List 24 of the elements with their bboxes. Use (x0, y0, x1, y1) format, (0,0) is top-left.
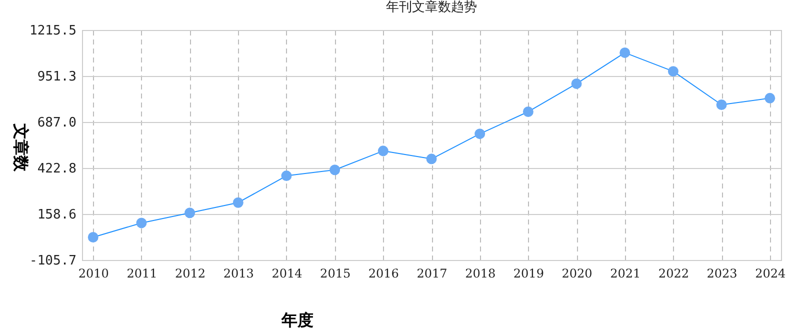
chart-title: 年刊文章数趋势 (386, 0, 477, 15)
x-tick-label: 2022 (658, 266, 689, 280)
x-tick-label: 2021 (610, 266, 641, 280)
y-tick-label: 1215.5 (30, 24, 76, 38)
y-tick-label: 422.8 (37, 161, 76, 176)
x-tick-label: 2018 (465, 266, 496, 280)
x-tick-label: 2015 (320, 266, 351, 280)
x-tick-label: 2013 (223, 266, 254, 280)
x-tick-label: 2011 (126, 266, 158, 280)
y-tick-label: 951.3 (37, 69, 76, 84)
x-tick-label: 2017 (416, 266, 448, 280)
y-axis-title: 文章数 (12, 122, 30, 172)
y-tick-label: -105.7 (30, 254, 76, 268)
y-tick-label: 158.6 (37, 207, 76, 222)
x-tick-label: 2019 (513, 266, 544, 280)
x-tick-label: 2020 (562, 266, 592, 280)
x-tick-label: 2024 (755, 266, 786, 280)
x-tick-label: 2023 (706, 266, 738, 280)
x-tick-label: 2012 (175, 266, 206, 280)
x-tick-label: 2016 (368, 266, 399, 280)
x-axis-title: 年度 (280, 310, 314, 330)
x-tick-label: 2014 (272, 266, 303, 280)
x-tick-label: 2010 (78, 266, 109, 280)
y-tick-label: 687.0 (37, 116, 76, 131)
